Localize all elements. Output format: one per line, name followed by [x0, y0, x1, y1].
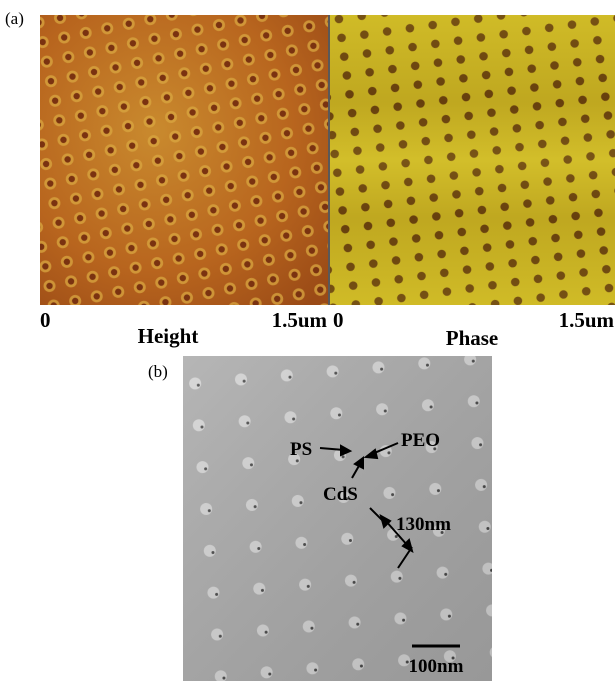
figure: (a) 0 Height 1.5um 0 Phase 1.5um (b) PS …: [0, 0, 615, 685]
panel-label: (b): [148, 362, 168, 381]
image-title: Height: [138, 324, 199, 348]
annotation: CdS: [323, 484, 358, 505]
annotation: 130nm: [396, 514, 451, 535]
axis-end: 1.5um: [272, 308, 328, 332]
axis-start: 0: [40, 308, 51, 332]
axis-end: 1.5um: [559, 308, 615, 332]
panel-label: (a): [5, 9, 24, 28]
axis-start: 0: [333, 308, 344, 332]
height-image: [40, 15, 328, 305]
annotation: PEO: [401, 430, 440, 451]
image-title: Phase: [446, 326, 499, 350]
scale-bar-label: 100nm: [409, 656, 464, 677]
phase-image: [330, 15, 615, 305]
annotation: PS: [290, 439, 312, 460]
